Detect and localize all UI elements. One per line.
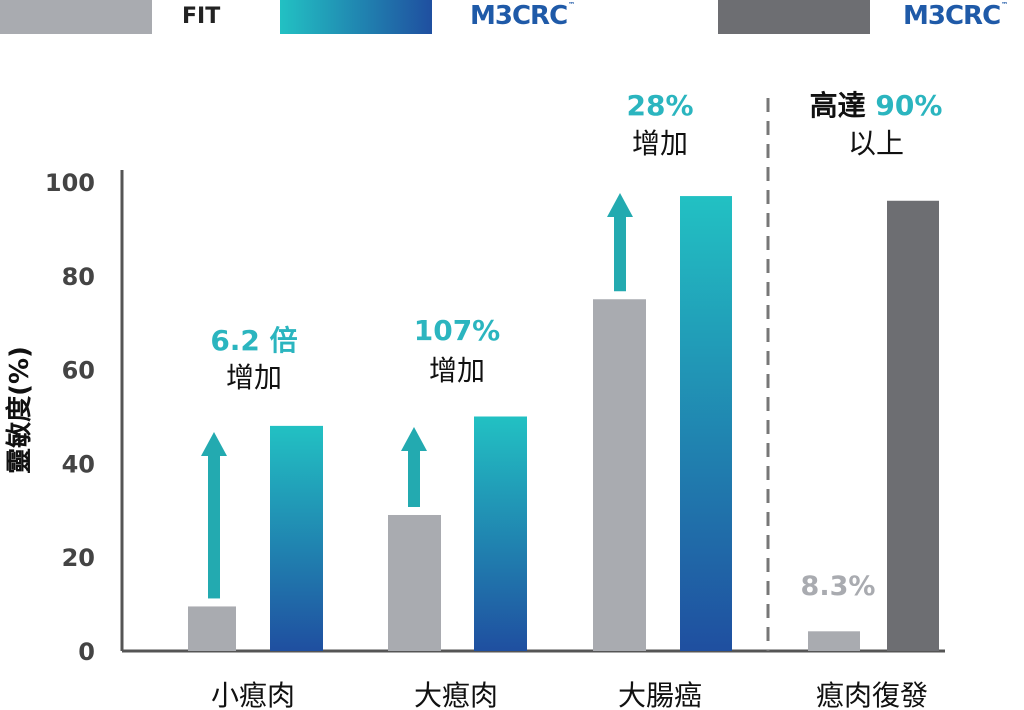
increase-arrow-head-2 xyxy=(607,193,633,217)
annotation-highlight-line-2: 28% xyxy=(626,89,693,122)
annotation-highlight: 28% xyxy=(626,89,693,122)
bar-fit-1 xyxy=(388,514,441,651)
y-tick-label: 40 xyxy=(62,450,95,478)
annotation-text: 增加 xyxy=(429,354,485,387)
y-axis-label: 靈敏度(%) xyxy=(4,346,35,474)
annotation-text: 增加 xyxy=(632,127,688,160)
annotation-highlight: 90% xyxy=(875,89,942,122)
category-label: 大瘜肉 xyxy=(414,679,498,710)
legend-label-fit: FIT xyxy=(182,4,221,29)
m3crc-logo-b-text: M3CRC xyxy=(903,1,1001,31)
annotation-text: 增加 xyxy=(226,361,282,394)
bar-m3crc-2 xyxy=(680,196,732,651)
bar-fit-2 xyxy=(593,299,646,651)
y-tick-label: 20 xyxy=(62,544,95,572)
legend-swatch-m3crc xyxy=(280,0,432,34)
increase-arrow-head-1 xyxy=(401,427,427,451)
m3crc-logo-a-text: M3CRC xyxy=(470,1,568,31)
bar-fit-0 xyxy=(188,606,236,651)
annotation-highlight: 6.2 倍 xyxy=(210,324,297,357)
bar-fit-3 xyxy=(808,631,860,651)
y-tick-label: 60 xyxy=(62,357,95,385)
legend-swatch-fit xyxy=(0,0,152,34)
m3crc-logo-a: M3CRC™ xyxy=(470,1,575,31)
m3crc-logo-b: M3CRC™ xyxy=(903,1,1008,31)
bar-m3crc-0 xyxy=(270,425,323,651)
m3crc-logo-a-tm: ™ xyxy=(568,1,575,9)
annotation-highlight-line-3: 高達 90% xyxy=(810,89,943,122)
increase-arrow-shaft-0 xyxy=(208,454,220,599)
legend-swatch-dark xyxy=(718,0,870,34)
bar-m3crc-3 xyxy=(887,200,939,651)
y-tick-label: 80 xyxy=(62,263,95,291)
annotation-text: 以上 xyxy=(848,127,904,160)
increase-arrow-shaft-1 xyxy=(408,449,420,507)
category-label: 大腸癌 xyxy=(618,679,702,710)
annotation-highlight-line-1: 107% xyxy=(414,314,501,347)
m3crc-logo-b-tm: ™ xyxy=(1001,1,1008,9)
fit-value-label: 8.3% xyxy=(801,571,876,602)
y-tick-label: 100 xyxy=(45,169,95,197)
annotation-highlight-line-0: 6.2 倍 xyxy=(210,324,297,357)
category-label: 小瘜肉 xyxy=(211,679,295,710)
y-tick-label: 0 xyxy=(78,638,95,666)
annotation-highlight: 107% xyxy=(414,314,501,347)
category-label: 瘜肉復發 xyxy=(816,679,928,710)
bar-m3crc-1 xyxy=(474,416,527,651)
increase-arrow-head-0 xyxy=(201,432,227,456)
annotation-prefix: 高達 xyxy=(810,89,876,122)
increase-arrow-shaft-2 xyxy=(614,215,626,292)
